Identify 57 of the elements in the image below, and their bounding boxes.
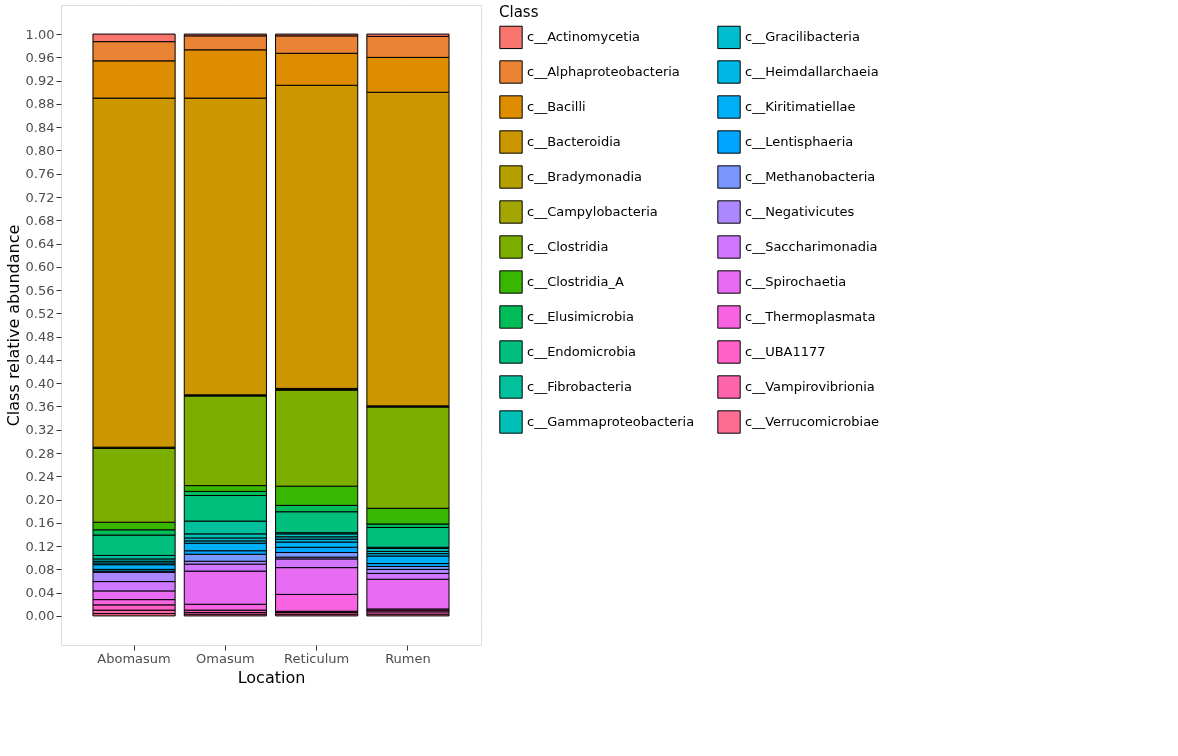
- legend-label: c__Bacilli: [527, 99, 586, 114]
- y-tick-label: 0.72: [25, 189, 55, 205]
- y-tick-label: 0.64: [25, 236, 55, 252]
- legend-label: c__Kiritimatiellae: [745, 99, 856, 114]
- y-tick-label: 0.04: [25, 585, 55, 601]
- y-tick-label: 0.44: [25, 352, 55, 368]
- legend-label: c__Heimdallarchaeia: [745, 64, 879, 79]
- y-tick-label: 0.24: [25, 468, 55, 484]
- legend-label: c__UBA1177: [745, 344, 826, 359]
- legend-label: c__Lentisphaeria: [745, 134, 854, 149]
- legend-label: c__Endomicrobia: [527, 344, 637, 359]
- legend-label: c__Thermoplasmata: [745, 309, 876, 324]
- y-tick-label: 0.48: [25, 329, 55, 345]
- legend-label: c__Saccharimonadia: [745, 239, 878, 254]
- legend-label: c__Actinomycetia: [527, 29, 641, 45]
- y-tick-label: 0.80: [25, 142, 55, 158]
- legend-label: c__Gracilibacteria: [745, 29, 860, 45]
- legend-label: c__Gammaproteobacteria: [527, 414, 695, 429]
- legend-label: c__Bradymonadia: [527, 169, 642, 184]
- legend-label: c__Negativicutes: [745, 204, 855, 219]
- legend-label: c__Spirochaetia: [745, 274, 847, 289]
- y-tick-label: 0.52: [25, 305, 55, 321]
- legend-label: c__Fibrobacteria: [527, 379, 632, 394]
- y-tick-label: 0.68: [25, 212, 55, 228]
- x-tick-label: Reticulum: [284, 650, 350, 666]
- x-axis-title: Location: [237, 667, 306, 687]
- y-tick-label: 0.20: [25, 492, 55, 508]
- y-tick-label: 0.00: [25, 608, 55, 624]
- y-tick-label: 0.08: [25, 561, 55, 577]
- y-tick-label: 1.00: [25, 26, 55, 42]
- legend-label: c__Campylobacteria: [527, 204, 658, 219]
- legend-title: Class: [499, 3, 539, 21]
- legend-label: c__Clostridia: [527, 239, 609, 254]
- y-tick-label: 0.12: [25, 538, 55, 554]
- legend-label: c__Elusimicrobia: [527, 309, 634, 324]
- legend-label: c__Alphaproteobacteria: [527, 64, 680, 79]
- y-tick-label: 0.88: [25, 96, 55, 112]
- y-tick-label: 0.32: [25, 422, 55, 438]
- y-tick-label: 0.92: [25, 73, 55, 89]
- legend-label: c__Clostridia_A: [527, 274, 624, 289]
- y-tick-label: 0.36: [25, 398, 55, 414]
- y-tick-label: 0.28: [25, 445, 55, 461]
- y-tick-label: 0.76: [25, 166, 55, 182]
- legend-label: c__Vampirovibrionia: [745, 379, 875, 394]
- y-tick-label: 0.56: [25, 282, 55, 298]
- legend-label: c__Methanobacteria: [745, 169, 876, 184]
- y-tick-label: 0.16: [25, 515, 55, 531]
- x-tick-label: Omasum: [196, 650, 255, 666]
- y-axis-title: Class relative abundance: [3, 224, 23, 427]
- x-tick-label: Abomasum: [97, 650, 171, 666]
- y-tick-label: 0.84: [25, 119, 55, 135]
- y-tick-label: 0.40: [25, 375, 55, 391]
- y-tick-label: 0.96: [25, 49, 55, 65]
- legend-label: c__Verrucomicrobiae: [745, 414, 880, 429]
- legend-label: c__Bacteroidia: [527, 134, 621, 149]
- y-tick-label: 0.60: [25, 259, 55, 275]
- x-tick-label: Rumen: [385, 650, 431, 666]
